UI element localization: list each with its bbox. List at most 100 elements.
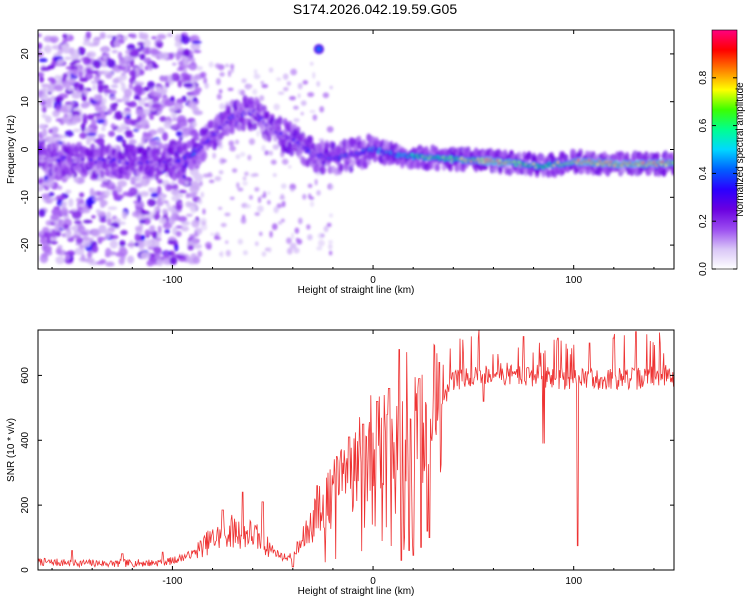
spectrogram-blob: [174, 33, 182, 43]
spectrogram-blob: [295, 126, 301, 135]
spectrogram-blob: [91, 228, 101, 237]
spectrogram-blob: [172, 116, 177, 122]
spectrogram-blob: [169, 96, 175, 102]
spectrogram-blob: [203, 77, 208, 85]
spectrogram-blob: [61, 202, 67, 208]
spectrogram-blob: [73, 158, 77, 162]
spectrogram-blob: [124, 101, 134, 106]
spectrogram-blob: [38, 183, 44, 192]
spectrogram-blob: [111, 35, 117, 41]
spectrogram-blob: [72, 104, 79, 108]
spectrogram-blob: [302, 80, 309, 85]
spectrogram-blob: [162, 222, 173, 229]
spectrogram-blob: [167, 206, 175, 212]
spectrogram-blob: [216, 138, 222, 147]
spectrogram-blob: [194, 132, 200, 141]
spectrogram-blob: [156, 33, 167, 40]
spectrogram-blob: [191, 40, 202, 45]
spectrogram-blob: [127, 243, 135, 247]
spectrogram-blob: [56, 158, 60, 162]
spectrogram-blob: [286, 81, 292, 86]
spectrogram-blob: [136, 116, 143, 123]
spectrogram-blob: [96, 118, 105, 124]
spectrogram-blob: [307, 234, 313, 241]
spectrogram-blob: [165, 172, 170, 178]
spectrogram-blob: [99, 104, 107, 112]
spectrogram-blob: [56, 104, 61, 112]
spectrogram-blob: [51, 229, 57, 238]
spectrogram-blob: [143, 97, 150, 101]
spectrogram-blob: [149, 230, 158, 236]
spectrogram-blob: [55, 256, 65, 265]
spectrogram-blob: [142, 86, 150, 92]
spectrogram-blob: [117, 51, 123, 60]
spectrogram-blob: [97, 70, 105, 75]
spectrogram-blob: [135, 109, 144, 116]
spectrogram-blob: [254, 241, 259, 247]
spectrogram-blob: [74, 219, 82, 225]
spectrogram-blob: [290, 188, 295, 192]
colorbar-tick-label: 0.0: [698, 262, 709, 276]
spectrogram-blob: [67, 87, 75, 91]
spectrogram-blob: [302, 193, 307, 200]
spectrogram-blob: [104, 252, 111, 258]
spectrogram-blob: [157, 231, 162, 239]
spectrogram-blob: [100, 183, 110, 188]
spectrogram-blob: [106, 58, 116, 68]
spectrogram-blob: [104, 168, 110, 177]
spectrogram-blob: [219, 72, 225, 77]
spectrogram-blob: [208, 121, 214, 130]
spectrogram-blob: [200, 145, 204, 149]
spectrogram-blob: [576, 158, 580, 162]
spectrogram-blob: [182, 68, 188, 73]
spectrogram-blob: [169, 256, 178, 265]
spectrogram-blob: [67, 104, 72, 112]
chart-title: S174.2026.042.19.59.G05: [292, 1, 458, 17]
spectrogram-blob: [166, 33, 173, 38]
spectrogram-blob: [87, 114, 95, 120]
spectrogram-blob: [83, 89, 89, 96]
spectrogram-blob: [189, 184, 200, 194]
spectrogram-blob: [240, 217, 247, 224]
spectrogram-blob: [291, 232, 295, 240]
spectrogram-blob: [185, 213, 193, 217]
spectrogram-blob: [143, 132, 152, 138]
spectrogram-blob: [89, 158, 93, 162]
spectrogram-blob: [318, 239, 325, 247]
spectrogram-blob: [227, 70, 232, 77]
spectrogram-blob: [292, 143, 298, 152]
spectrogram-blob: [338, 163, 344, 172]
spectrogram-blob: [105, 230, 115, 234]
spectrogram-blob: [181, 220, 191, 226]
spectrogram-blob: [143, 39, 151, 48]
spectrogram-blob: [185, 201, 193, 208]
spectrogram-blob: [263, 191, 267, 198]
spectrogram-blob: [289, 96, 296, 101]
spectrogram-blob: [242, 250, 248, 256]
spectrogram-blob: [320, 233, 325, 238]
snr-axes: -100 0 100 0 200 400 600 Height of straight lin…: [6, 329, 675, 597]
spectrogram-blob: [270, 159, 277, 165]
spectrogram-blob: [141, 108, 152, 115]
spectrogram-blob: [71, 211, 82, 220]
spectrogram-blob: [135, 124, 142, 130]
spectrogram-blob: [85, 52, 92, 57]
spectrogram-blob: [99, 170, 105, 179]
spectrogram-blob: [109, 239, 118, 249]
spectrogram-blob: [73, 49, 79, 54]
spectrogram-blob: [230, 63, 235, 70]
spectrogram-blob: [105, 73, 113, 79]
spectrogram-blob: [62, 33, 68, 39]
spectrogram-blob: [132, 211, 140, 218]
spectrogram-blob: [112, 190, 118, 197]
spectrogram-blob: [168, 250, 175, 257]
spectrogram-blob: [141, 135, 146, 145]
spectrogram-blob: [153, 213, 161, 221]
spectrogram-y-axis-label: Frequency (Hz): [6, 115, 17, 184]
spectrogram-blob: [220, 222, 227, 228]
colorbar-label: Normalized spectral amplitude: [735, 82, 746, 217]
spectrogram-blob: [55, 247, 62, 255]
spectrogram-blob: [41, 113, 47, 119]
spectrogram-blob: [106, 186, 116, 190]
spectrogram-blob: [54, 84, 64, 92]
